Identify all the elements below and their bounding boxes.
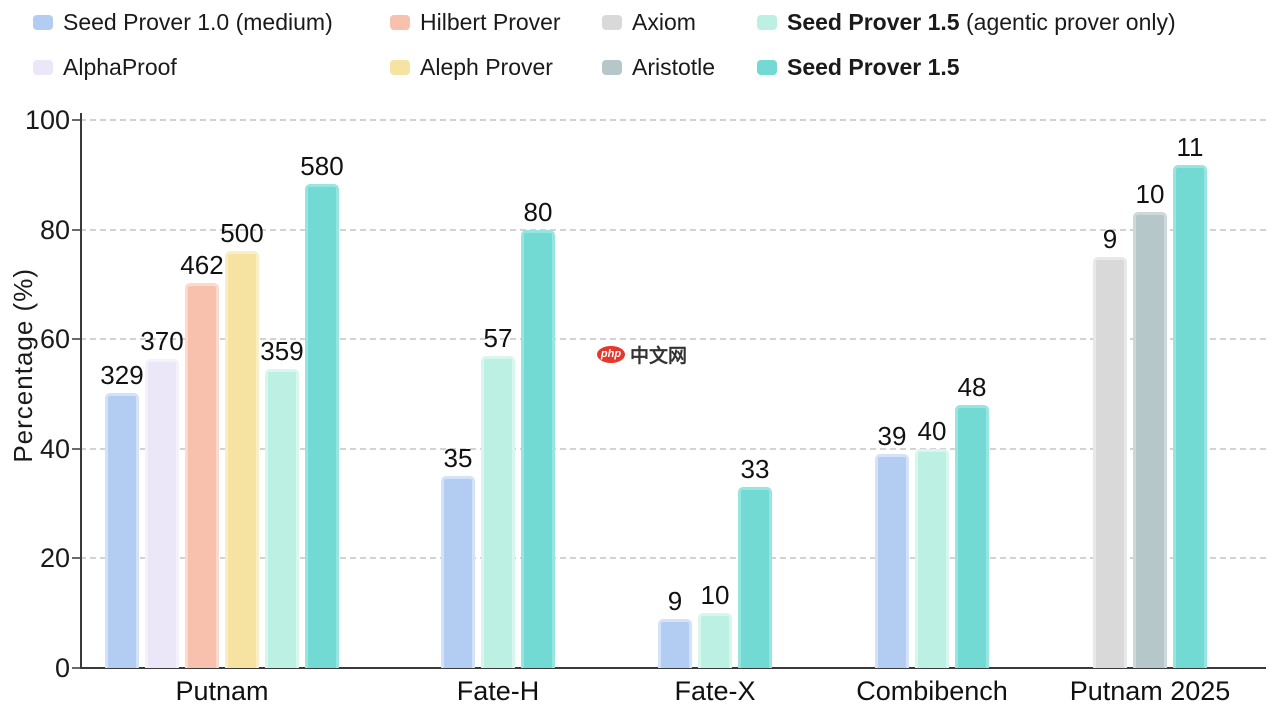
- legend-swatch-icon: [602, 14, 622, 30]
- watermark-text: 中文网: [630, 346, 688, 367]
- legend-swatch-icon: [33, 59, 53, 75]
- php-logo-badge: php: [597, 346, 625, 363]
- bar: 48: [955, 372, 989, 668]
- plot-area: [80, 119, 1266, 668]
- legend-swatch-icon: [390, 59, 410, 75]
- gridline: [80, 119, 1266, 121]
- category-label: Fate-H: [456, 676, 540, 706]
- legend-item: Seed Prover 1.0 (medium): [33, 7, 333, 37]
- bar-group: 329 370 462 500 359 580 Putnam: [100, 120, 344, 706]
- gridline: [80, 338, 1266, 341]
- category-label: Fate-X: [674, 676, 756, 706]
- legend-item: Seed Prover 1.5 (agentic prover only): [757, 7, 1176, 37]
- legend-label: Seed Prover 1.5: [787, 53, 960, 80]
- bar-group: 39 40 48 Combibench: [856, 120, 1008, 706]
- bar: 9: [658, 586, 692, 668]
- bar-value-label: 370: [140, 326, 184, 357]
- bar-value-label: 39: [877, 421, 907, 452]
- legend-swatch-icon: [757, 14, 777, 30]
- bar-value-label: 359: [260, 335, 304, 366]
- bar: 580: [300, 151, 344, 668]
- bar-value-label: 48: [957, 371, 987, 402]
- bar-value-label: 10: [700, 580, 730, 611]
- bar-value-label: 40: [917, 415, 947, 446]
- bar: 9: [1093, 224, 1127, 668]
- bar: 359: [260, 336, 304, 668]
- legend-label: Seed Prover 1.5 (agentic prover only): [787, 8, 1176, 35]
- y-tick-label: 60: [39, 324, 70, 355]
- bar: 33: [738, 454, 772, 668]
- bar-value-label: 11: [1176, 132, 1204, 163]
- legend-label: Axiom: [632, 8, 696, 35]
- bar-value-label: 80: [523, 196, 553, 227]
- legend-swatch-icon: [390, 14, 410, 30]
- y-tick-mark: [72, 667, 80, 669]
- bar: 35: [441, 443, 475, 668]
- y-axis-title: Percentage (%): [8, 268, 38, 463]
- bar: 370: [140, 326, 184, 668]
- legend-swatch-icon: [602, 59, 622, 75]
- legend-label: Aleph Prover: [420, 53, 553, 80]
- bar-group: 35 57 80 Fate-H: [441, 120, 555, 706]
- legend-label: Hilbert Prover: [420, 8, 561, 35]
- legend-swatch-icon: [757, 59, 777, 75]
- bar-value-label: 9: [667, 585, 683, 616]
- bar-value-label: 500: [220, 217, 264, 248]
- bar: 10: [1133, 179, 1167, 668]
- bar-value-label: 462: [180, 249, 224, 280]
- bar: 10: [698, 580, 732, 668]
- bar-value-label: 329: [100, 360, 144, 391]
- bar: 39: [875, 421, 909, 668]
- y-tick-label: 0: [54, 653, 70, 683]
- y-tick-label: 40: [39, 433, 70, 464]
- legend-item: Aristotle: [602, 52, 715, 82]
- bar-value-label: 57: [483, 322, 513, 353]
- y-tick-mark: [72, 119, 80, 121]
- legend-item: Axiom: [602, 7, 696, 37]
- bar-group: 9 10 11 Putnam 2025: [1070, 120, 1231, 706]
- y-tick-mark: [72, 447, 80, 450]
- y-tick-label: 20: [39, 543, 70, 574]
- legend-item: AlphaProof: [33, 52, 177, 82]
- y-tick-mark: [72, 338, 80, 341]
- y-tick-label: 100: [24, 105, 70, 135]
- gridline: [80, 557, 1266, 560]
- bar-value-label: 35: [443, 443, 473, 474]
- legend-swatch-icon: [33, 14, 53, 30]
- y-tick-mark: [72, 557, 80, 560]
- bar: 11: [1173, 132, 1207, 668]
- y-tick-label: 80: [39, 214, 70, 245]
- category-label: Putnam 2025: [1069, 676, 1231, 706]
- legend-label: Seed Prover 1.0 (medium): [63, 8, 333, 35]
- y-axis-line: [80, 113, 82, 669]
- legend-label: Aristotle: [632, 53, 716, 80]
- legend-item: Seed Prover 1.5: [757, 52, 960, 82]
- bar: 40: [915, 416, 949, 668]
- bar: 57: [481, 323, 515, 668]
- bar: 500: [220, 218, 264, 668]
- legend-label: AlphaProof: [63, 53, 177, 80]
- bar: 462: [180, 250, 224, 668]
- gridline: [80, 447, 1266, 450]
- y-tick-mark: [72, 228, 80, 231]
- category-label: Putnam: [175, 676, 269, 706]
- bar-value-label: 580: [300, 151, 344, 182]
- bar-value-label: 33: [740, 454, 770, 485]
- category-label: Combibench: [856, 676, 1008, 706]
- bar: 80: [521, 197, 555, 668]
- watermark: php 中文网: [597, 341, 687, 368]
- gridline: [80, 228, 1266, 231]
- bar-value-label: 10: [1135, 178, 1165, 209]
- bar: 329: [100, 360, 144, 668]
- x-axis-line: [80, 667, 1266, 669]
- bar-value-label: 9: [1102, 224, 1118, 254]
- legend-item: Aleph Prover: [390, 52, 553, 82]
- bar-group: 9 10 33 Fate-X: [658, 120, 772, 706]
- legend-item: Hilbert Prover: [390, 7, 561, 37]
